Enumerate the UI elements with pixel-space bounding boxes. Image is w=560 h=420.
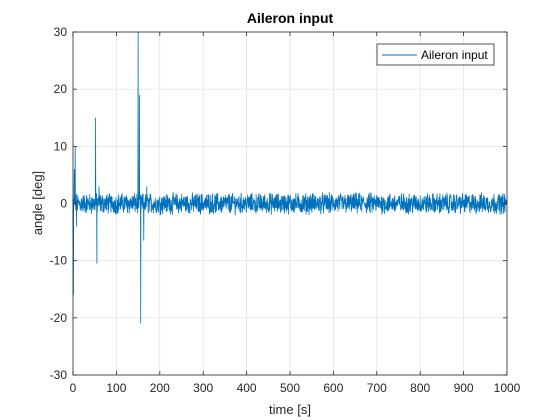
- x-axis-label: time [s]: [269, 402, 311, 417]
- y-tick-label: -30: [50, 368, 68, 382]
- ticks: [72, 31, 508, 376]
- y-axis-label: angle [deg]: [30, 171, 45, 235]
- legend-box: [376, 43, 495, 66]
- x-tick-label: 600: [323, 381, 343, 395]
- x-tick-label: 400: [237, 381, 257, 395]
- x-tick-label: 100: [106, 381, 126, 395]
- x-tick-label: 900: [454, 381, 474, 395]
- x-tick-label: 1000: [494, 381, 521, 395]
- x-tick-label: 500: [280, 381, 300, 395]
- series-layer: [72, 31, 508, 324]
- legend-label: Aileron input: [421, 48, 488, 62]
- y-tick-label: 30: [54, 25, 68, 39]
- series-line-aileron-input: [72, 31, 508, 324]
- x-tick-label: 300: [193, 381, 213, 395]
- legend: Aileron input: [376, 43, 495, 66]
- y-tick-label: -20: [50, 311, 68, 325]
- y-tick-label: -10: [50, 254, 68, 268]
- chart-title: Aileron input: [247, 10, 334, 26]
- y-tick-label: 0: [60, 197, 67, 211]
- y-tick-label: 20: [54, 82, 68, 96]
- x-tick-label: 0: [70, 381, 77, 395]
- y-tick-label: 10: [54, 139, 68, 153]
- x-tick-label: 200: [150, 381, 170, 395]
- x-tick-label: 700: [367, 381, 387, 395]
- x-tick-label: 800: [410, 381, 430, 395]
- tick-labels: 0 100 200 300 400 500 600 700 800 900 1000-30-20-1…: [50, 25, 521, 395]
